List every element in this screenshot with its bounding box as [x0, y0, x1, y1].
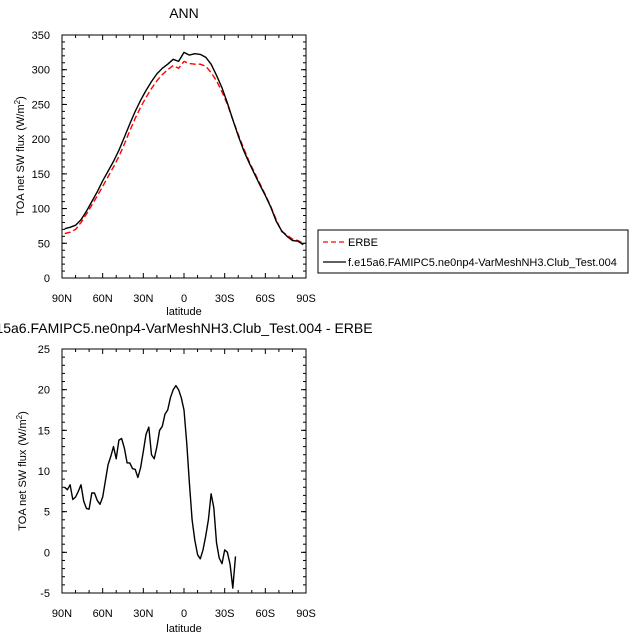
bottom-x-tick-label: 90N	[52, 608, 72, 620]
bottom-chart-panel: 15a6.FAMIPC5.ne0np4-VarMeshNH3.Club_Test…	[0, 320, 373, 635]
bottom-chart-title: 15a6.FAMIPC5.ne0np4-VarMeshNH3.Club_Test…	[0, 320, 373, 336]
top-x-tick-label: 0	[181, 293, 187, 305]
top-x-tick-label: 60N	[93, 293, 113, 305]
top-y-axis-title: TOA net SW flux (W/m2)	[13, 96, 27, 216]
top-series-line-1	[64, 51, 304, 246]
legend-box	[317, 229, 629, 274]
bottom-x-tick-label: 90S	[296, 608, 316, 620]
bottom-y-axis-unit: (W/m	[17, 419, 29, 445]
bottom-x-tick-label: 30N	[133, 608, 153, 620]
bottom-y-axis-title: TOA net SW flux (W/m2)	[15, 411, 29, 531]
top-y-tick-label: 50	[38, 238, 50, 250]
bottom-y-tick-label: 0	[44, 547, 50, 559]
top-y-tick-label: 100	[32, 204, 50, 216]
top-plot-frame	[61, 34, 307, 279]
bottom-chart-ticks: 90N 60N 30N 0 30S 60S 90S -5 0 5 10 15 20 25	[38, 344, 316, 620]
top-y-tick-label: 200	[32, 134, 50, 146]
bottom-x-tick-label: 60N	[93, 608, 113, 620]
bottom-x-axis-title: latitude	[166, 623, 201, 635]
top-x-tick-label: 30S	[215, 293, 235, 305]
top-y-tick-label: 150	[32, 169, 50, 181]
top-x-tick-label: 90S	[296, 293, 316, 305]
bottom-y-axis-unit-close: )	[17, 411, 29, 415]
top-chart-title: ANN	[169, 5, 199, 21]
bottom-y-tick-label: 5	[44, 507, 50, 519]
legend: ERBE f.e15a6.FAMIPC5.ne0np4-VarMeshNH3.C…	[317, 229, 629, 274]
bottom-x-tick-label: 30S	[215, 608, 235, 620]
bottom-x-tick-label: 60S	[256, 608, 276, 620]
top-y-tick-label: 250	[32, 99, 50, 111]
top-y-axis-label: TOA net SW flux	[15, 134, 27, 216]
top-chart-ticks: 90N 60N 30N 0 30S 60S 90S 0 50 100 150 200 250 300 350	[32, 30, 316, 305]
bottom-series-line-0	[64, 384, 237, 589]
top-x-tick-label: 60S	[256, 293, 276, 305]
bottom-x-tick-label: 0	[181, 608, 187, 620]
bottom-y-tick-label: 15	[38, 425, 50, 437]
top-chart-panel: ANN 90N 60N 30N 0 30S 60S 90S 0 50 100 150 200 250 30…	[13, 5, 316, 318]
bottom-y-axis-label: TOA net SW flux	[17, 449, 29, 531]
top-y-tick-label: 300	[32, 65, 50, 77]
bottom-y-tick-label: 20	[38, 385, 50, 397]
top-y-tick-label: 0	[44, 273, 50, 285]
bottom-chart-series	[64, 384, 237, 589]
top-x-axis-title: latitude	[166, 306, 201, 318]
legend-model-label: f.e15a6.FAMIPC5.ne0np4-VarMeshNH3.Club_T…	[348, 257, 617, 269]
top-chart-series	[64, 51, 304, 246]
top-y-axis-unit: (W/m	[15, 104, 27, 130]
top-y-tick-label: 350	[32, 30, 50, 42]
bottom-plot-frame	[61, 348, 307, 594]
top-y-axis-unit-exponent: 2	[13, 99, 22, 104]
bottom-y-tick-label: 25	[38, 344, 50, 356]
legend-erbe-label: ERBE	[348, 237, 378, 249]
bottom-y-tick-label: -5	[40, 588, 50, 600]
top-x-tick-label: 30N	[133, 293, 153, 305]
top-y-axis-unit-close: )	[15, 96, 27, 100]
top-x-tick-label: 90N	[52, 293, 72, 305]
bottom-y-axis-unit-exponent: 2	[15, 414, 24, 419]
top-series-line-0	[64, 60, 304, 244]
bottom-y-tick-label: 10	[38, 466, 50, 478]
